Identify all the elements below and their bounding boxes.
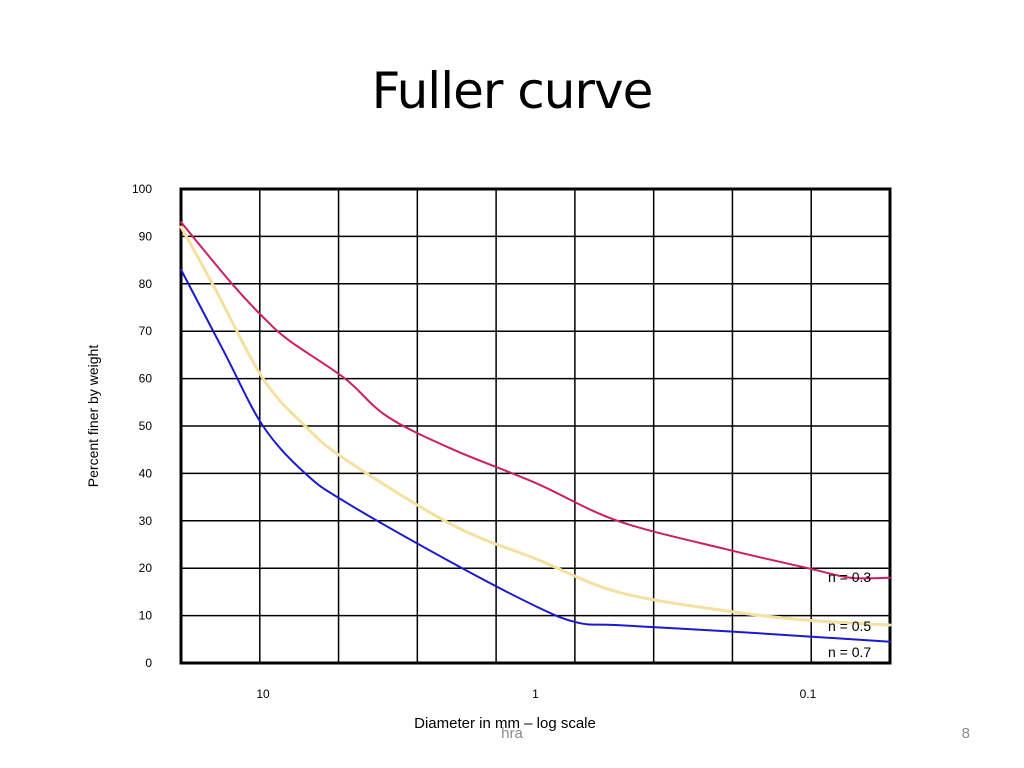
- x-tick-label: 0.1: [800, 687, 817, 701]
- y-tick-label: 20: [139, 561, 153, 575]
- series-labels: n = 0.3 n = 0.5 n = 0.7: [828, 569, 871, 660]
- grid: [181, 189, 890, 663]
- series-label-1: n = 0.3: [828, 569, 871, 585]
- y-tick-label: 50: [139, 419, 153, 433]
- page-number: 8: [961, 725, 970, 742]
- plot-frame: [179, 187, 892, 665]
- series-lines: [179, 221, 892, 643]
- y-tick-label: 40: [139, 466, 153, 480]
- y-tick-label: 10: [139, 609, 153, 623]
- y-tick-labels: 0 10 20 30 40 50 60 70 80 90 100: [132, 182, 152, 670]
- y-tick-label: 30: [139, 514, 153, 528]
- x-tick-label: 10: [256, 687, 270, 701]
- x-tick-labels: 10 1 0.1: [256, 687, 816, 701]
- footer-text: hra: [501, 725, 523, 742]
- x-tick-label: 1: [532, 687, 539, 701]
- series-line-1: [180, 221, 891, 580]
- series-label-3: n = 0.7: [828, 644, 871, 660]
- slide-title: Fuller curve: [371, 62, 654, 120]
- y-tick-label: 80: [139, 277, 153, 291]
- y-tick-label: 70: [139, 324, 153, 338]
- y-tick-label: 60: [139, 372, 153, 386]
- series-label-2: n = 0.5: [828, 618, 871, 634]
- x-axis-label: Diameter in mm – log scale: [414, 715, 596, 732]
- y-tick-label: 100: [132, 182, 152, 196]
- y-axis-label: Percent finer by weight: [85, 345, 101, 488]
- y-tick-label: 0: [145, 656, 152, 670]
- series-line-2: [179, 225, 892, 627]
- series-line-3: [180, 268, 891, 643]
- y-tick-label: 90: [139, 229, 153, 243]
